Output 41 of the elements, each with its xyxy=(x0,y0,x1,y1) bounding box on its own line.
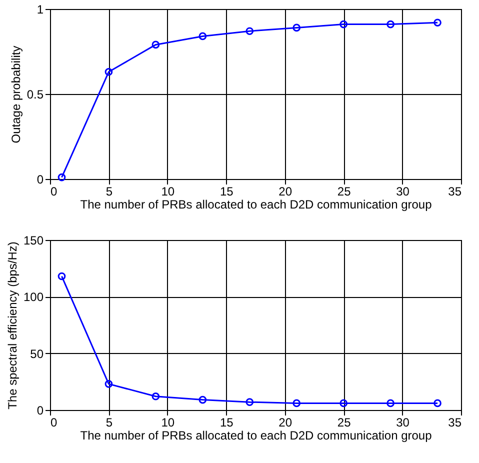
x-tick-label: 35 xyxy=(448,416,462,430)
x-tick-label: 30 xyxy=(396,184,410,198)
x-tick-label: 25 xyxy=(337,184,352,198)
point xyxy=(340,20,348,28)
x-tick-label: 35 xyxy=(448,184,462,198)
point xyxy=(104,68,113,76)
y-tick-label: 150 xyxy=(23,234,44,248)
x-tick-label: 25 xyxy=(337,416,352,430)
x-tick-label: 0 xyxy=(50,184,58,198)
point xyxy=(340,399,348,408)
y-axis-title: The spectral efficiency (bps/Hz) xyxy=(5,242,20,410)
point xyxy=(104,380,113,388)
point xyxy=(198,396,207,404)
y-tick-label: 100 xyxy=(23,290,44,304)
point xyxy=(246,27,254,36)
x-tick-label: 10 xyxy=(161,416,175,430)
x-axis-title: The number of PRBs allocated to each D2D communication group xyxy=(80,198,432,212)
point xyxy=(386,20,394,28)
x-tick-label: 15 xyxy=(220,416,234,430)
x-tick-label: 5 xyxy=(106,184,113,198)
y-tick-label: 0 xyxy=(36,404,44,418)
point xyxy=(152,40,160,49)
x-tick-label: 30 xyxy=(396,416,410,430)
x-tick-label: 0 xyxy=(50,416,58,430)
x-tick-label: 5 xyxy=(106,416,113,430)
point xyxy=(292,24,301,32)
x-tick-label: 20 xyxy=(278,184,292,198)
x-axis-title: The number of PRBs allocated to each D2D communication group xyxy=(80,428,432,442)
y-tick-label: 1 xyxy=(36,2,44,16)
y-tick-label: 0.5 xyxy=(26,88,44,102)
point xyxy=(292,399,301,408)
point xyxy=(246,398,254,406)
point xyxy=(386,399,394,408)
point xyxy=(198,32,207,40)
y-tick-label: 50 xyxy=(30,346,44,361)
x-tick-label: 15 xyxy=(220,184,234,198)
y-tick-label: 0 xyxy=(36,172,44,186)
point xyxy=(152,392,160,400)
x-tick-label: 10 xyxy=(161,184,175,198)
x-tick-label: 20 xyxy=(278,416,292,430)
y-axis-title: Outage probability xyxy=(8,46,23,144)
